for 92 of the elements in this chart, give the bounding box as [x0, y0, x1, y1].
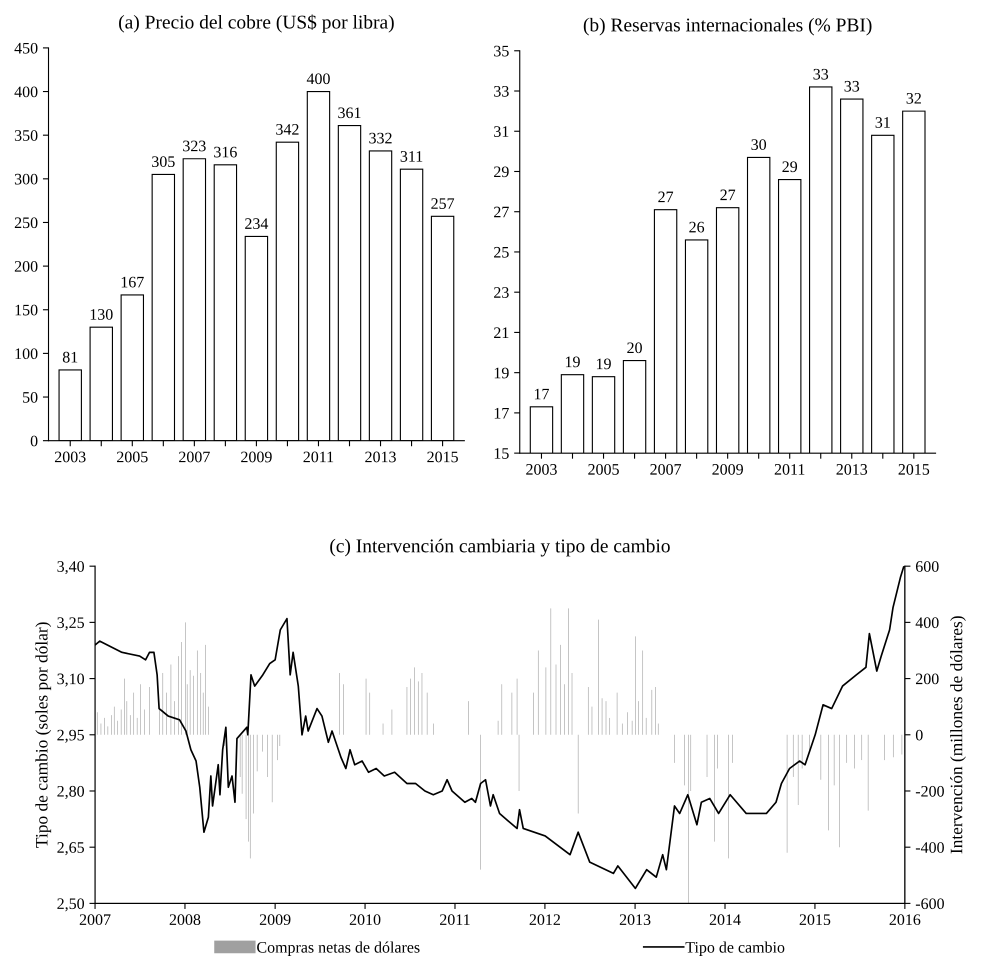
y-tick-label: 25 [494, 246, 509, 258]
data-label: 234 [245, 218, 268, 230]
data-label: 32 [906, 92, 921, 104]
data-label: 316 [214, 146, 237, 158]
y-tick-label: 2,80 [57, 786, 84, 799]
x-tick-label: 2015 [898, 464, 930, 475]
y-tick-label: 29 [494, 166, 509, 178]
y-tick-label: 300 [14, 174, 38, 185]
x-tick-label: 2008 [170, 914, 200, 926]
y2-axis-title: Intervención (millones de dólares) [950, 616, 966, 854]
y2-tick-label: 400 [916, 617, 939, 628]
x-tick-label: 2011 [774, 464, 804, 475]
chart-title: (b) Reservas internacionales (% PBI) [584, 18, 872, 36]
data-label: 361 [338, 107, 361, 118]
x-tick-label: 2005 [588, 464, 619, 475]
x-tick-label: 2015 [800, 914, 830, 926]
y2-tick-label: 200 [916, 674, 939, 684]
data-label: 19 [596, 358, 611, 370]
y-tick-label: 3,40 [57, 561, 84, 574]
data-label: 20 [627, 342, 642, 354]
data-label: 81 [62, 352, 78, 363]
x-tick-label: 2014 [710, 914, 741, 926]
y2-tick-label: -200 [916, 786, 944, 797]
y-tick-label: 15 [494, 448, 509, 459]
data-label: 332 [369, 132, 392, 144]
y-tick-label: 450 [14, 42, 38, 54]
legend-label: Compras netas de dólares [257, 941, 420, 956]
x-tick-label: 2016 [890, 914, 920, 926]
data-label: 30 [751, 139, 766, 150]
y2-tick-label: -600 [916, 898, 944, 910]
y-tick-label: 2,50 [57, 898, 84, 912]
x-tick-label: 2009 [260, 914, 290, 926]
x-tick-label: 2003 [54, 452, 86, 462]
data-label: 31 [876, 117, 890, 128]
x-tick-label: 2009 [712, 464, 743, 475]
y-axis-title: Tipo de cambio (soles por dólar) [35, 622, 52, 848]
x-tick-label: 2005 [117, 452, 148, 462]
x-tick-label: 2013 [620, 914, 650, 926]
data-label: 311 [400, 151, 422, 162]
y-tick-label: 100 [16, 348, 38, 360]
y-tick-label: 35 [494, 46, 509, 56]
x-tick-label: 2003 [526, 464, 557, 475]
y2-tick-label: 600 [916, 561, 939, 572]
data-label: 167 [122, 276, 144, 288]
y-tick-label: 350 [14, 130, 38, 141]
y-tick-label: 21 [494, 327, 508, 338]
data-label: 305 [152, 156, 175, 168]
y2-tick-label: 0 [916, 730, 923, 740]
data-label: 400 [306, 73, 330, 84]
y-tick-label: 400 [14, 86, 38, 98]
y-tick-label: 150 [16, 304, 38, 316]
y-tick-label: 2,65 [57, 842, 84, 856]
data-label: 17 [534, 388, 549, 400]
data-label: 26 [689, 222, 704, 232]
x-tick-label: 2011 [440, 914, 470, 926]
data-label: 33 [814, 68, 828, 80]
data-label: 342 [276, 124, 299, 135]
data-label: 257 [431, 198, 454, 209]
data-label: 19 [566, 356, 580, 368]
data-label: 29 [782, 161, 798, 172]
y-tick-label: 23 [494, 287, 509, 298]
y-tick-label: 2,95 [57, 730, 84, 743]
x-tick-label: 2013 [836, 464, 868, 475]
x-tick-label: 2015 [427, 452, 458, 462]
y-tick-label: 33 [494, 86, 509, 97]
x-tick-label: 2007 [179, 452, 210, 462]
chart-title: (a) Precio del cobre (US$ por libra) [119, 14, 394, 33]
data-label: 130 [90, 309, 113, 320]
x-tick-label: 2011 [304, 452, 334, 462]
y-tick-label: 50 [23, 392, 38, 403]
y2-tick-label: -400 [916, 842, 944, 853]
x-tick-label: 2013 [365, 452, 396, 462]
y-tick-label: 17 [494, 408, 509, 418]
x-tick-label: 2012 [530, 914, 560, 926]
y-tick-label: 19 [494, 368, 509, 378]
data-label: 323 [183, 140, 206, 152]
y-tick-label: 3,10 [57, 674, 84, 687]
y-tick-label: 3,25 [57, 617, 84, 630]
data-label: 27 [658, 192, 674, 202]
x-tick-label: 2009 [241, 452, 272, 462]
x-tick-label: 2007 [650, 464, 682, 475]
x-tick-label: 2010 [350, 914, 380, 926]
x-tick-label: 2007 [80, 914, 111, 926]
legend-label: Tipo de cambio [686, 941, 784, 956]
y-tick-label: 0 [30, 436, 38, 446]
data-label: 27 [720, 190, 736, 200]
chart-title: (c) Intervención cambiaria y tipo de cambio [330, 538, 670, 556]
y-tick-label: 250 [14, 217, 38, 228]
data-label: 33 [844, 80, 860, 92]
y-tick-label: 27 [494, 206, 509, 218]
y-tick-label: 200 [14, 261, 38, 272]
y-tick-label: 31 [494, 126, 508, 137]
